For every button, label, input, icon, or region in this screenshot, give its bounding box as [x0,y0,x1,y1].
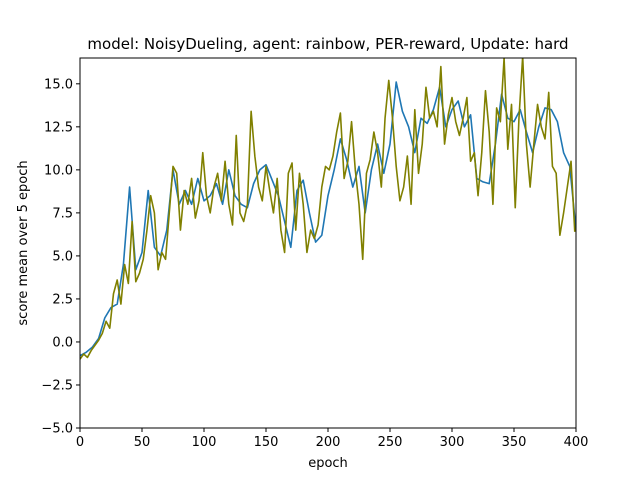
x-tick-label: 300 [440,435,465,450]
y-tick-label: 7.5 [52,206,73,221]
x-axis: 0 50 100 150 200 250 300 350 400 [76,428,589,450]
series-lines [80,58,576,360]
y-tick-label: 2.5 [52,292,73,307]
x-tick-label: 100 [192,435,217,450]
y-tick-label: 10.0 [44,163,73,178]
x-tick-label: 350 [502,435,527,450]
x-tick-label: 0 [76,435,84,450]
y-tick-label: −5.0 [41,422,73,437]
x-tick-label: 200 [316,435,341,450]
y-axis: −5.0 −2.5 0.0 2.5 5.0 7.5 10.0 12.5 15.0 [41,77,80,437]
x-tick-label: 400 [564,435,589,450]
y-tick-label: 12.5 [44,120,73,135]
x-tick-label: 50 [134,435,151,450]
x-tick-label: 250 [378,435,403,450]
y-tick-label: −2.5 [41,378,73,393]
chart-title: model: NoisyDueling, agent: rainbow, PER… [87,35,568,53]
y-tick-label: 0.0 [52,335,73,350]
y-tick-label: 5.0 [52,249,73,264]
x-tick-label: 150 [254,435,279,450]
series-line-2 [80,58,576,360]
y-tick-label: 15.0 [44,77,73,92]
y-axis-label: score mean over 5 epoch [16,160,31,325]
series-line-1 [80,81,576,357]
x-axis-label: epoch [308,456,348,471]
